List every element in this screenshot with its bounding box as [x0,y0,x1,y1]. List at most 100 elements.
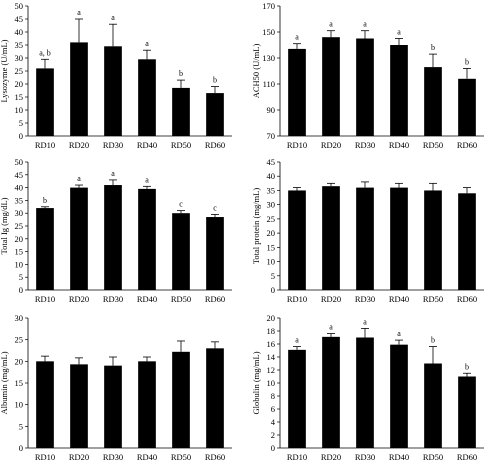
y-tick-label: 45 [15,170,24,180]
x-tick-label: RD30 [103,294,123,304]
chart-panel-1: Lysozyme (U/mL) 0 5 10 15 20 25 30 35 40 45 50 a, b R… [0,1,232,150]
x-tick-label: RD10 [287,452,307,462]
y-tick-label: 20 [267,228,276,238]
significance-label: b [465,362,469,371]
y-tick-label: 30 [15,208,24,218]
x-tick-label: RD60 [457,294,477,304]
y-axis-label: Globulin (mg/mL) [251,351,261,414]
y-axis-label: Total Ig (mg/dL) [0,197,9,254]
y-tick-label: 45 [267,157,276,167]
significance-label: a [111,13,115,22]
x-tick-label: RD60 [205,452,225,462]
x-tick-label: RD20 [69,294,89,304]
chart-panel-3: Total Ig (mg/dL) 0 5 10 15 20 25 30 35 40 45 50 b RD1… [0,157,232,304]
y-tick-label: 0 [271,443,275,453]
bar-rd30 [356,187,374,290]
y-tick-label: 18 [267,326,276,336]
x-tick-label: RD10 [287,140,307,150]
y-tick-label: 50 [15,1,24,11]
significance-label: b [431,336,435,345]
bar-rd10 [288,48,306,136]
y-tick-label: 8 [271,391,275,401]
significance-label: a, b [39,48,51,57]
bar-rd60 [458,193,476,290]
x-tick-label: RD10 [287,294,307,304]
y-tick-label: 170 [262,1,275,11]
x-tick-label: RD20 [69,140,89,150]
y-tick-label: 5 [19,421,23,431]
y-tick-label: 25 [15,221,24,231]
y-tick-label: 25 [267,214,276,224]
bar-rd30 [104,185,122,290]
bar-rd20 [322,186,340,290]
y-axis-label: Lysozyme (U/mL) [0,39,9,102]
chart-panel-2: ACH50 (U/mL) 70 90 110 130 150 170 a RD10 a RD20 a R… [251,1,484,150]
significance-label: a [329,20,333,29]
y-tick-label: 25 [15,66,24,76]
x-tick-label: RD50 [171,452,191,462]
y-tick-label: 20 [267,313,276,323]
bar-rd10 [36,361,54,448]
y-tick-label: 20 [15,356,24,366]
y-tick-label: 0 [19,285,23,295]
y-axis-label: ACH50 (U/mL) [251,44,261,99]
y-tick-label: 150 [262,27,275,37]
bar-rd30 [356,337,374,448]
bar-rd20 [70,42,88,136]
bar-rd50 [424,363,442,448]
significance-label: a [363,20,367,29]
y-tick-label: 25 [15,335,24,345]
bar-rd50 [424,67,442,136]
bar-rd30 [104,365,122,448]
y-axis-label: Total protein (mg/mL) [251,188,261,265]
y-tick-label: 14 [267,352,276,362]
x-tick-label: RD50 [423,294,443,304]
y-tick-label: 10 [15,259,24,269]
x-tick-label: RD20 [321,294,341,304]
significance-label: c [179,200,183,209]
x-tick-label: RD30 [355,452,375,462]
x-tick-label: RD50 [423,452,443,462]
y-tick-label: 12 [267,365,276,375]
y-tick-label: 70 [267,131,276,141]
y-tick-label: 35 [15,195,24,205]
y-axis-label: Albumin (mg/mL) [0,351,9,414]
bar-rd30 [104,46,122,136]
y-tick-label: 15 [15,247,24,257]
y-tick-label: 0 [19,131,23,141]
y-tick-label: 130 [262,53,275,63]
bar-rd20 [322,37,340,137]
bar-rd40 [138,59,156,136]
bar-rd60 [458,78,476,136]
y-tick-label: 10 [267,378,276,388]
y-tick-label: 45 [15,14,24,24]
significance-label: a [397,329,401,338]
y-tick-label: 10 [267,257,276,267]
y-tick-label: 40 [15,183,24,193]
x-tick-label: RD40 [137,294,157,304]
significance-label: a [329,323,333,332]
significance-label: a [363,317,367,326]
x-tick-label: RD60 [457,452,477,462]
y-tick-label: 20 [15,234,24,244]
bar-rd10 [36,68,54,136]
x-tick-label: RD60 [205,294,225,304]
y-tick-label: 90 [267,105,276,115]
y-tick-label: 40 [15,27,24,37]
x-tick-label: RD40 [137,452,157,462]
significance-label: a [77,174,81,183]
significance-label: a [77,8,81,17]
x-tick-label: RD10 [35,140,55,150]
x-tick-label: RD30 [355,140,375,150]
y-tick-label: 4 [271,417,276,427]
x-tick-label: RD60 [205,140,225,150]
x-tick-label: RD30 [103,140,123,150]
bar-rd30 [356,38,374,136]
y-tick-label: 6 [271,404,275,414]
significance-label: a [295,336,299,345]
y-tick-label: 15 [15,92,24,102]
y-tick-label: 15 [15,378,24,388]
bar-rd40 [390,187,408,290]
y-tick-label: 0 [271,285,275,295]
